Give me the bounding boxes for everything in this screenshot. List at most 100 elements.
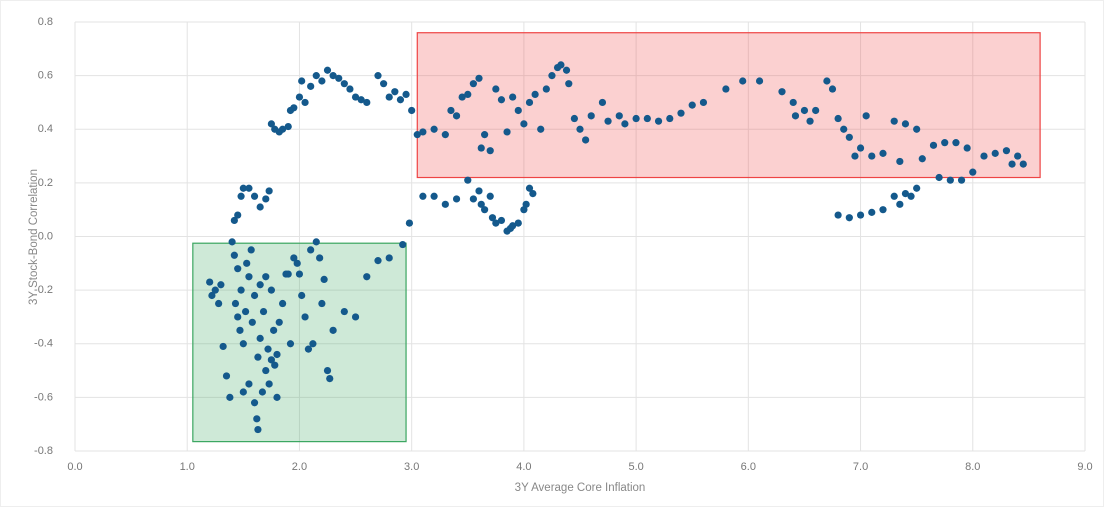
scatter-point — [913, 184, 921, 192]
scatter-point — [295, 270, 304, 278]
scatter-point — [245, 380, 253, 388]
scatter-point — [565, 80, 573, 88]
scatter-point — [256, 281, 264, 289]
scatter-point — [265, 380, 273, 388]
scatter-point — [323, 66, 332, 74]
scatter-point — [222, 372, 231, 380]
scatter-point — [250, 399, 259, 407]
scatter-point — [469, 80, 477, 88]
scatter-point — [789, 98, 797, 107]
scatter-point — [231, 299, 240, 308]
x-tick-label: 0.0 — [67, 461, 82, 473]
scatter-point — [722, 85, 730, 93]
scatter-point — [845, 214, 853, 222]
scatter-point — [497, 96, 506, 104]
y-tick-label: 0.8 — [38, 16, 53, 28]
scatter-point — [557, 61, 565, 69]
scatter-point — [279, 125, 287, 133]
scatter-point — [363, 273, 371, 281]
scatter-point — [879, 206, 887, 214]
scatter-point — [497, 216, 506, 225]
y-tick-label: -0.4 — [34, 338, 53, 350]
scatter-point — [279, 299, 287, 308]
scatter-point — [963, 144, 971, 152]
scatter-point — [301, 313, 309, 321]
scatter-point — [531, 90, 539, 98]
scatter-point — [525, 184, 534, 192]
scatter-point — [856, 144, 865, 152]
scatter-point — [234, 211, 242, 219]
scatter-point — [699, 98, 708, 107]
scatter-point — [477, 200, 485, 208]
scatter-point — [851, 152, 859, 160]
scatter-point — [901, 190, 910, 198]
scatter-point — [230, 216, 238, 225]
scatter-point — [643, 114, 651, 123]
scatter-point — [295, 93, 304, 101]
scatter-point — [380, 80, 388, 88]
scatter-point — [522, 200, 530, 208]
scatter-point — [307, 82, 315, 90]
scatter-point — [957, 176, 966, 184]
y-tick-label: -0.2 — [34, 284, 53, 296]
scatter-point — [562, 66, 571, 74]
scatter-point — [1002, 147, 1011, 155]
scatter-point — [206, 278, 214, 286]
scatter-point — [576, 125, 584, 133]
scatter-point — [250, 291, 259, 300]
scatter-point — [215, 299, 223, 308]
scatter-point — [587, 112, 595, 120]
x-tick-label: 6.0 — [741, 461, 756, 473]
scatter-point — [488, 214, 497, 222]
scatter-point — [452, 195, 461, 203]
scatter-point — [946, 176, 954, 184]
scatter-point — [475, 74, 483, 82]
scatter-point — [267, 356, 275, 364]
scatter-point — [800, 106, 809, 115]
y-axis-title: 3Y Stock-Bond Correlation — [28, 169, 40, 305]
scatter-point — [241, 307, 250, 316]
scatter-point — [254, 353, 262, 361]
scatter-point — [969, 168, 977, 176]
scatter-point — [262, 273, 270, 281]
scatter-point — [254, 425, 262, 434]
scatter-point — [469, 195, 477, 203]
scatter-point — [447, 106, 455, 115]
scatter-point — [862, 112, 870, 120]
scatter-point — [256, 203, 264, 211]
scatter-point — [262, 366, 270, 375]
scatter-point — [896, 157, 904, 166]
scatter-point — [351, 313, 360, 321]
scatter-point — [840, 125, 848, 133]
scatter-point — [335, 74, 343, 82]
scatter-point — [654, 117, 663, 125]
scatter-point — [259, 307, 268, 316]
scatter-point — [273, 350, 281, 359]
x-tick-label: 7.0 — [853, 461, 868, 473]
scatter-point — [879, 149, 887, 157]
scatter-point — [918, 155, 926, 163]
scatter-point — [929, 141, 938, 149]
scatter-point — [284, 122, 292, 131]
scatter-point — [243, 259, 251, 267]
scatter-point — [399, 240, 407, 249]
scatter-point — [250, 192, 259, 200]
scatter-point — [477, 144, 485, 152]
y-tick-label: 0.2 — [38, 177, 53, 189]
scatter-point — [298, 77, 306, 85]
x-tick-label: 2.0 — [292, 461, 307, 473]
scatter-point — [514, 219, 522, 227]
scatter-point — [230, 251, 238, 259]
scatter-point — [351, 93, 360, 101]
scatter-point — [503, 128, 511, 136]
scatter-point — [509, 93, 517, 101]
scatter-point — [316, 254, 324, 262]
scatter-point — [582, 136, 590, 144]
scatter-point — [537, 125, 545, 133]
scatter-point — [430, 192, 438, 200]
scatter-point — [570, 114, 578, 123]
x-tick-label: 3.0 — [404, 461, 419, 473]
scatter-point — [264, 345, 272, 353]
scatter-point — [248, 318, 256, 326]
